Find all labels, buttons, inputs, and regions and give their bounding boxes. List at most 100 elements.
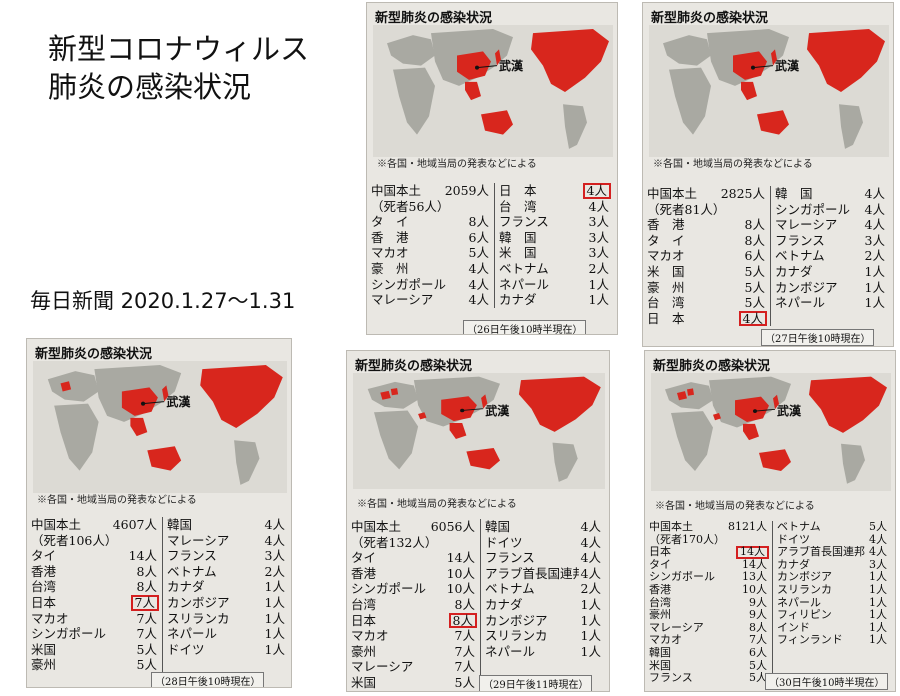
wuhan-label: 武漢 — [777, 404, 802, 419]
country-name: マカオ — [31, 610, 69, 626]
case-count: 3人 — [588, 245, 609, 261]
case-count: 5人 — [744, 295, 765, 311]
uae-infected-region — [418, 412, 427, 420]
country-name: インド — [777, 621, 810, 634]
country-name: 豪州 — [351, 643, 377, 659]
country-name: ベトナム — [167, 563, 217, 579]
country-name: 韓 国 — [499, 229, 537, 245]
china-infected-region — [121, 387, 158, 416]
case-count: 7人 — [454, 628, 475, 644]
country-name: ドイツ — [485, 534, 523, 550]
country-name: 日本 — [649, 546, 671, 559]
country-name: 香港 — [351, 565, 377, 581]
case-row: 韓国 4人 — [167, 517, 287, 533]
wuhan-dot — [475, 65, 479, 70]
china-infected-region — [457, 51, 491, 80]
country-name: 豪 州 — [371, 260, 409, 276]
country-name: 韓国 — [167, 517, 193, 532]
south-america-landmass — [841, 443, 865, 484]
case-count: 8121人 — [728, 520, 767, 533]
case-row: ネパール 1人 — [167, 626, 287, 642]
timestamp-footnote: （26日午後10時半現在） — [463, 320, 587, 334]
country-name: シンガポール — [31, 626, 107, 642]
africa-landmass — [374, 410, 419, 470]
case-count: 1人 — [264, 641, 285, 657]
china-infected-region — [735, 396, 769, 423]
case-row: 日 本 4人 — [647, 310, 767, 327]
europe-landmass — [367, 381, 419, 409]
case-count: 7人 — [749, 633, 767, 647]
country-name: ドイツ — [777, 533, 810, 546]
europe-landmass — [387, 35, 435, 66]
country-name: シンガポール — [351, 581, 427, 597]
case-count: 1人 — [869, 570, 887, 584]
country-name: タ イ — [647, 232, 685, 248]
case-row: シンガポール 4人 — [775, 202, 887, 218]
country-name: 米国 — [351, 674, 377, 690]
case-count: 1人 — [869, 633, 887, 647]
country-name: フランス — [649, 672, 693, 685]
australia-infected-region — [481, 110, 513, 135]
case-count: 1人 — [580, 596, 601, 612]
country-name: カナダ — [499, 292, 537, 308]
case-count: 1人 — [580, 643, 601, 659]
case-count — [765, 534, 769, 547]
case-count: 5人 — [136, 657, 157, 673]
country-name: ベトナム — [775, 248, 825, 264]
case-count: 1人 — [869, 582, 887, 596]
case-row: カナダ 1人 — [775, 264, 887, 280]
case-count: 8人 — [744, 232, 765, 248]
country-name: マカオ — [649, 634, 682, 647]
case-row: スリランカ 1人 — [777, 582, 889, 597]
country-name: （死者132人） — [351, 534, 438, 550]
clipping-jan27: 新型肺炎の感染状況 武漢 ※各国・地域当局の発表などによる 中国本土 2825人 （死者8… — [642, 2, 894, 347]
case-row: カンボジア 1人 — [777, 571, 889, 584]
timestamp-footnote: （30日午後10時半現在） — [765, 673, 889, 690]
case-row: カナダ 1人 — [499, 292, 611, 308]
country-name: シンガポール — [775, 201, 851, 217]
case-row: 台 湾 4人 — [499, 199, 611, 215]
country-name: 香港 — [649, 583, 671, 596]
case-row: ネパール 1人 — [499, 277, 611, 293]
case-count: 3人 — [869, 557, 887, 571]
case-count: 1人 — [264, 579, 285, 595]
case-row: 香港 8人 — [31, 564, 159, 580]
japan-case-count-highlight: 4人 — [738, 310, 767, 327]
case-row: 米国 5人 — [31, 642, 159, 658]
case-row: 台 湾 5人 — [647, 295, 767, 311]
case-row: 日 本 4人 — [499, 183, 611, 199]
world-map — [651, 373, 891, 491]
case-row: ベトナム 5人 — [777, 520, 889, 534]
country-name: マレーシア — [775, 217, 838, 233]
case-count — [155, 533, 159, 549]
case-row: シンガポール 10人 — [351, 581, 477, 597]
france-infected-region — [380, 390, 391, 400]
heading-line-1: 新型コロナウィルス — [48, 32, 310, 66]
case-count: 4人 — [468, 260, 489, 276]
country-name: （死者170人） — [649, 533, 725, 546]
case-row: フランス 5人 — [649, 672, 769, 685]
south-america-landmass — [839, 104, 863, 149]
case-count: 4人 — [869, 532, 887, 546]
south-america-landmass — [552, 442, 578, 482]
country-name: 台 湾 — [647, 295, 685, 311]
germany-infected-region — [687, 388, 694, 396]
case-count: 10人 — [742, 582, 767, 596]
case-row: 中国本土 6056人 — [351, 519, 477, 535]
country-name: フィリピン — [777, 609, 832, 622]
wuhan-label: 武漢 — [485, 403, 510, 418]
case-count: 14人 — [128, 548, 157, 564]
case-count — [763, 202, 767, 218]
case-row: ネパール 1人 — [775, 295, 887, 311]
country-name: ベトナム — [485, 581, 535, 597]
case-row: タイ 14人 — [351, 550, 477, 566]
country-name: 台湾 — [351, 596, 377, 612]
wuhan-label: 武漢 — [166, 395, 191, 410]
wuhan-label: 武漢 — [499, 59, 524, 74]
case-count: 5人 — [869, 520, 887, 533]
country-name: 韓国 — [485, 519, 511, 534]
timestamp-footnote: （29日午後11時現在） — [479, 675, 593, 691]
country-name: スリランカ — [485, 628, 548, 644]
case-row: 日本 7人 — [31, 594, 159, 611]
case-count: 7人 — [136, 610, 157, 626]
